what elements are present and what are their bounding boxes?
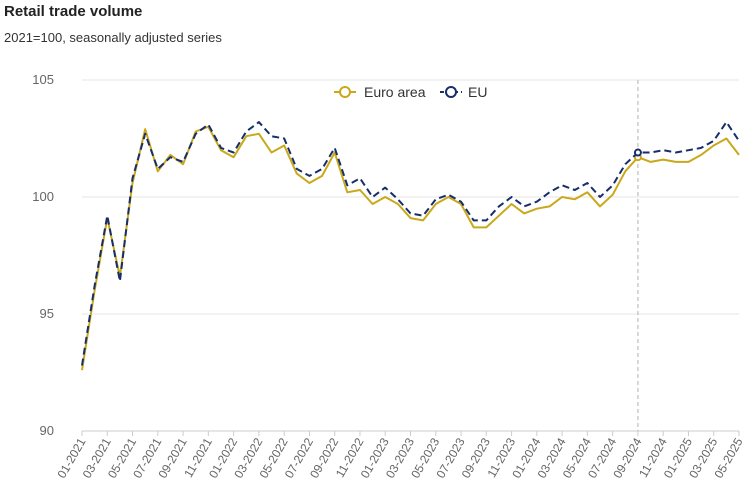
y-tick-label: 95: [40, 306, 54, 321]
series-line-eu: [81, 121, 740, 366]
legend-eu-marker: [445, 86, 457, 98]
chart-subtitle: 2021=100, seasonally adjusted series: [4, 30, 222, 45]
legend-eu-label: EU: [468, 84, 487, 100]
legend[interactable]: Euro area EU: [334, 84, 487, 100]
legend-euro-area-marker: [339, 86, 351, 98]
chart-title: Retail trade volume: [4, 3, 143, 20]
series-line-euro-area: [81, 125, 740, 371]
y-tick-label: 100: [32, 189, 54, 204]
highlight-point-eu[interactable]: [633, 148, 642, 157]
y-tick-label: 105: [32, 72, 54, 87]
legend-item-eu[interactable]: EU: [440, 84, 487, 100]
legend-item-euro-area[interactable]: Euro area: [334, 84, 426, 100]
legend-euro-area-label: Euro area: [364, 84, 426, 100]
y-tick-label: 90: [40, 423, 54, 438]
